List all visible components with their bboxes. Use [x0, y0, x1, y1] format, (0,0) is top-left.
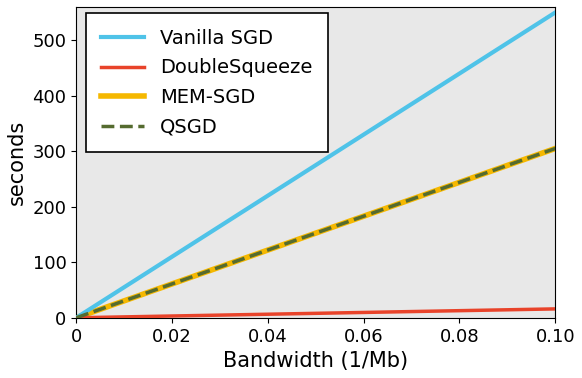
MEM-SGD [466, 177, 473, 181]
Vanilla SGD [303, 169, 310, 173]
Vanilla SGD [300, 170, 307, 175]
QSGD [466, 177, 473, 181]
DoubleSqueeze [303, 311, 310, 316]
Vanilla SGD [552, 10, 559, 15]
MEM-SGD [540, 150, 547, 155]
DoubleSqueeze [332, 311, 339, 315]
Vanilla SGD [466, 65, 473, 70]
DoubleSqueeze [466, 308, 473, 313]
MEM-SGD [552, 146, 559, 151]
QSGD [332, 224, 339, 228]
QSGD [552, 146, 559, 151]
QSGD [303, 234, 310, 239]
Vanilla SGD [73, 316, 80, 320]
DoubleSqueeze [552, 307, 559, 311]
X-axis label: Bandwidth (1/Mb): Bandwidth (1/Mb) [223, 351, 409, 371]
DoubleSqueeze [300, 311, 307, 316]
MEM-SGD [303, 234, 310, 239]
Line: DoubleSqueeze: DoubleSqueeze [76, 309, 555, 318]
QSGD [73, 316, 80, 320]
DoubleSqueeze [540, 307, 547, 311]
QSGD [540, 150, 547, 155]
Y-axis label: seconds: seconds [7, 120, 27, 205]
MEM-SGD [332, 224, 339, 228]
Legend: Vanilla SGD, DoubleSqueeze, MEM-SGD, QSGD: Vanilla SGD, DoubleSqueeze, MEM-SGD, QSG… [86, 13, 328, 152]
Vanilla SGD [540, 17, 547, 22]
QSGD [300, 235, 307, 240]
Line: Vanilla SGD: Vanilla SGD [76, 12, 555, 318]
MEM-SGD [358, 215, 365, 219]
Line: MEM-SGD: MEM-SGD [76, 149, 555, 318]
Vanilla SGD [358, 134, 365, 138]
DoubleSqueeze [358, 310, 365, 315]
Line: QSGD: QSGD [76, 149, 555, 318]
Vanilla SGD [332, 150, 339, 155]
DoubleSqueeze [73, 316, 80, 320]
MEM-SGD [73, 316, 80, 320]
MEM-SGD [300, 235, 307, 240]
QSGD [358, 215, 365, 219]
